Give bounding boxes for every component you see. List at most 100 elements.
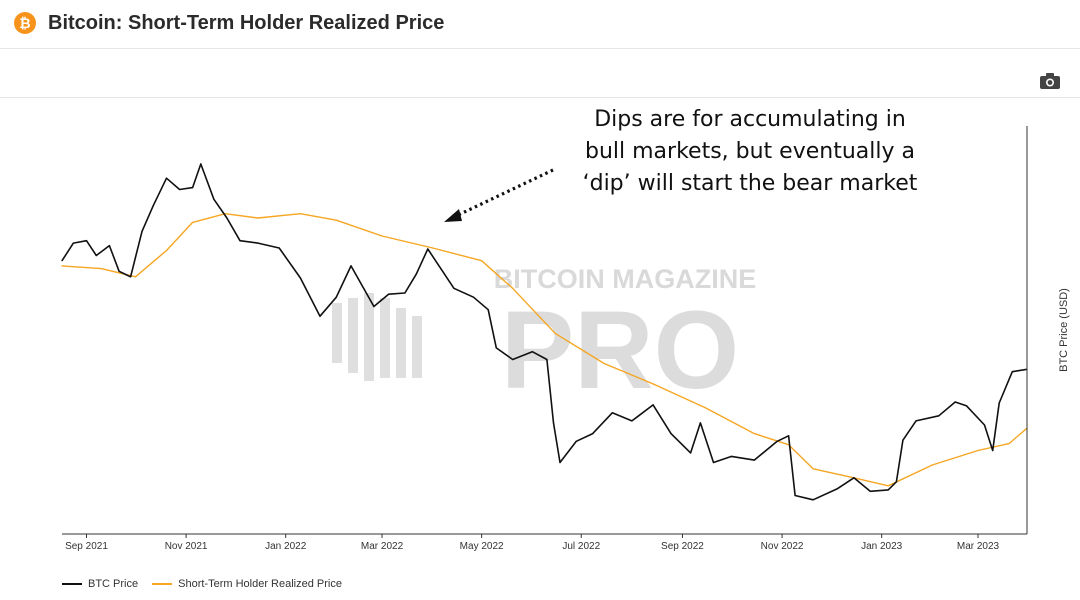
data-point — [812, 499, 814, 501]
data-point — [931, 464, 933, 466]
data-point — [100, 268, 102, 270]
annotation-line: ‘dip’ will start the bear market — [582, 171, 918, 196]
data-point — [938, 415, 940, 417]
data-point — [427, 248, 429, 250]
sth-realized-price-series — [61, 212, 1028, 487]
data-point — [983, 424, 986, 426]
data-point — [699, 422, 702, 424]
x-tick-label: Jan 2023 — [861, 541, 903, 552]
data-point — [95, 254, 97, 257]
legend-item-sth-price[interactable]: Short-Term Holder Realized Price — [152, 578, 342, 590]
data-point — [966, 405, 968, 407]
data-point — [278, 247, 280, 249]
data-point — [335, 296, 337, 298]
legend-item-btc-price[interactable]: BTC Price — [62, 578, 138, 590]
data-point — [404, 292, 406, 294]
bitcoin-icon: ₿ — [14, 12, 36, 34]
data-point — [118, 270, 120, 272]
x-tick-label: Jan 2022 — [265, 541, 307, 552]
data-point — [179, 188, 181, 191]
data-point — [226, 217, 228, 219]
btc-price-line — [61, 163, 1028, 501]
x-tick-label: May 2022 — [460, 541, 504, 552]
data-point — [954, 401, 956, 403]
data-point — [165, 177, 168, 179]
data-point — [373, 305, 375, 308]
data-point — [915, 420, 917, 422]
data-point — [134, 276, 137, 278]
data-point — [1011, 371, 1013, 373]
data-point — [192, 187, 194, 189]
camera-icon[interactable] — [1038, 71, 1062, 91]
data-point — [495, 347, 497, 349]
data-point — [61, 265, 63, 267]
data-point — [388, 293, 390, 295]
x-tick-label: Nov 2022 — [761, 541, 804, 552]
data-point — [788, 435, 790, 437]
data-point — [730, 455, 733, 457]
x-tick-label: Mar 2022 — [361, 541, 404, 552]
chart-legend: BTC Price Short-Term Holder Realized Pri… — [62, 578, 356, 590]
data-point — [481, 260, 483, 262]
data-point — [992, 449, 994, 452]
data-point — [299, 213, 301, 215]
data-point — [432, 247, 434, 249]
data-point — [141, 230, 143, 232]
legend-swatch — [62, 583, 82, 585]
annotation-line: bull markets, but eventually a — [585, 139, 915, 164]
data-point — [552, 422, 555, 424]
data-point — [319, 315, 321, 317]
watermark-logo-bar — [380, 298, 390, 378]
annotation-arrow-head — [444, 209, 462, 222]
annotation-arrow — [444, 168, 554, 222]
data-point — [440, 268, 442, 270]
data-point — [603, 362, 605, 365]
data-point — [472, 296, 475, 298]
data-point — [546, 358, 548, 361]
data-point — [257, 242, 259, 244]
data-point — [611, 412, 613, 414]
watermark-logo-bar — [332, 303, 342, 363]
watermark-bottom-text: PRO — [501, 289, 739, 412]
data-point — [895, 481, 898, 483]
annotation-line: Dips are for accumulating in — [594, 107, 906, 132]
data-point — [902, 439, 904, 441]
data-point — [453, 287, 455, 289]
data-point — [239, 240, 241, 242]
chart-header: ₿ Bitcoin: Short-Term Holder Realized Pr… — [0, 0, 1080, 49]
legend-swatch — [152, 583, 173, 585]
data-point — [108, 245, 110, 247]
data-point — [559, 461, 561, 464]
data-point — [794, 494, 796, 497]
data-point — [350, 265, 352, 267]
chart-toolbar — [0, 49, 1080, 98]
data-point — [977, 449, 979, 452]
watermark-logo-bar — [396, 308, 406, 378]
data-point — [853, 477, 855, 479]
data-point — [652, 404, 654, 406]
data-point — [575, 440, 577, 442]
legend-label: BTC Price — [88, 578, 139, 590]
data-point — [776, 440, 778, 442]
annotation-arrow-shaft — [455, 168, 554, 218]
annotation-text: Dips are for accumulating in bull market… — [560, 104, 940, 200]
data-point — [200, 163, 202, 165]
data-point — [887, 485, 889, 487]
data-point — [654, 384, 656, 386]
data-point — [704, 407, 706, 409]
data-point — [130, 276, 132, 278]
data-point — [61, 260, 63, 262]
data-point — [554, 332, 556, 334]
x-tick-label: Sep 2022 — [661, 541, 704, 552]
data-point — [512, 287, 514, 289]
x-tick-label: Sep 2021 — [65, 541, 108, 552]
data-point — [592, 433, 594, 435]
data-point — [837, 488, 839, 490]
data-point — [257, 217, 259, 219]
data-point — [690, 452, 692, 454]
page-title: Bitcoin: Short-Term Holder Realized Pric… — [48, 12, 445, 34]
data-point — [887, 489, 889, 491]
data-point — [631, 420, 633, 422]
